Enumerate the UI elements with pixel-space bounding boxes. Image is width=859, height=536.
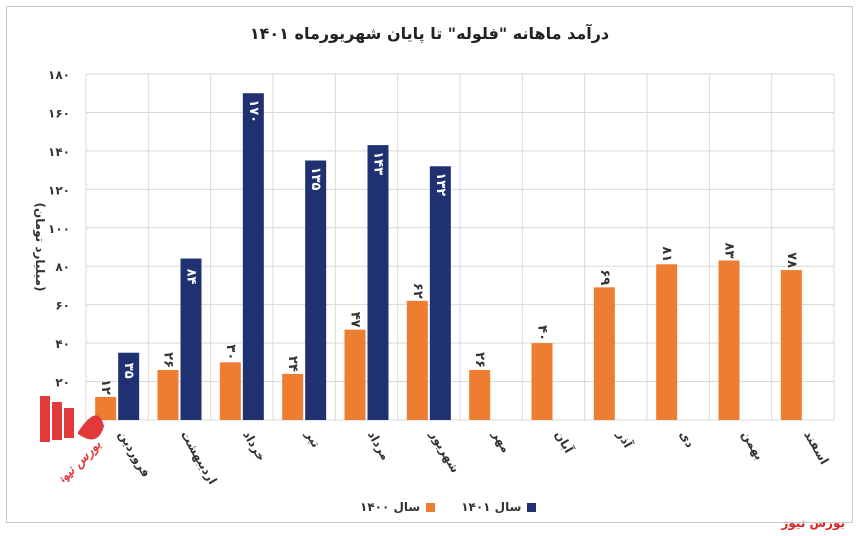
x-tick-label: اسفند bbox=[801, 428, 831, 467]
x-tick-label: فروردین bbox=[115, 428, 154, 480]
y-tick-label: ۱۴۰ bbox=[48, 145, 70, 159]
x-tick-label: مرداد bbox=[365, 428, 393, 462]
data-label: ۳۰ bbox=[223, 344, 238, 360]
bar-1401-0 bbox=[118, 352, 140, 420]
bar-1401-5 bbox=[429, 166, 451, 420]
legend-label-1400: سال ۱۴۰۰ bbox=[360, 500, 421, 514]
data-label: ۲۶ bbox=[472, 352, 487, 368]
bar-1400-3 bbox=[282, 373, 304, 420]
bar-1401-3 bbox=[305, 160, 327, 420]
y-tick-label: ۱۲۰ bbox=[48, 183, 70, 197]
legend-swatch-1401 bbox=[527, 502, 537, 512]
data-label: ۳۵ bbox=[121, 363, 136, 379]
x-tick-label: شهریور bbox=[426, 427, 463, 475]
source-credit: بورس نیوز bbox=[781, 516, 845, 530]
bar-1400-8 bbox=[593, 287, 615, 420]
data-label: ۱۲ bbox=[98, 379, 113, 395]
bar-1400-10 bbox=[718, 260, 740, 420]
data-label: ۲۴ bbox=[285, 356, 300, 372]
y-tick-label: ۱۸۰ bbox=[48, 68, 70, 82]
y-tick-label: ۸۰ bbox=[55, 260, 70, 274]
x-tick-label: آذر bbox=[614, 427, 637, 451]
chart-frame bbox=[6, 6, 853, 523]
bar-1400-4 bbox=[344, 329, 366, 420]
bar-1400-9 bbox=[656, 264, 678, 420]
bar-1401-4 bbox=[367, 145, 389, 420]
data-label: ۶۲ bbox=[410, 283, 425, 299]
y-axis-label: (میلیارد تومان) bbox=[32, 202, 47, 291]
data-label: ۱۴۳ bbox=[371, 151, 386, 175]
bar-1400-2 bbox=[219, 362, 241, 420]
x-tick-label: بهمن bbox=[739, 428, 767, 462]
bar-1401-1 bbox=[180, 258, 202, 420]
legend-label-1401: سال ۱۴۰۱ bbox=[461, 500, 522, 514]
data-label: ۸۴ bbox=[184, 269, 199, 285]
bar-1400-0 bbox=[95, 396, 117, 420]
data-label: ۱۳۲ bbox=[433, 172, 448, 196]
data-label: ۴۷ bbox=[348, 312, 363, 328]
legend-item-1400: سال ۱۴۰۰ bbox=[360, 500, 436, 514]
data-label: ۴۰ bbox=[535, 325, 550, 341]
x-tick-label: آبان bbox=[552, 428, 577, 457]
x-tick-label: خرداد bbox=[240, 428, 268, 463]
y-tick-label: ۲۰ bbox=[55, 376, 70, 390]
x-tick-label: تیر bbox=[302, 427, 323, 449]
data-label: ۱۳۵ bbox=[308, 167, 323, 191]
bar-1400-11 bbox=[780, 270, 802, 420]
bar-1400-6 bbox=[469, 370, 491, 420]
data-label: ۸۱ bbox=[659, 246, 674, 262]
legend-swatch-1400 bbox=[426, 502, 436, 512]
chart-title: درآمد ماهانه "فلوله" تا پایان شهریورماه … bbox=[249, 24, 610, 43]
bar-1400-5 bbox=[406, 300, 428, 420]
logo-watermark: بورس نیوز bbox=[38, 392, 108, 490]
data-label: ۲۶ bbox=[161, 352, 176, 368]
data-label: ۱۷۰ bbox=[246, 99, 261, 123]
data-label: ۶۹ bbox=[597, 269, 612, 285]
y-tick-label: ۱۰۰ bbox=[48, 222, 70, 236]
data-label: ۸۳ bbox=[722, 243, 737, 259]
y-tick-label: ۶۰ bbox=[55, 299, 70, 313]
y-tick-label: ۱۶۰ bbox=[48, 106, 70, 120]
legend-item-1401: سال ۱۴۰۱ bbox=[461, 500, 537, 514]
x-tick-label: مهر bbox=[489, 427, 513, 455]
x-tick-label: اردیبهشت bbox=[178, 428, 220, 486]
bar-1400-1 bbox=[157, 370, 179, 420]
bar-1401-2 bbox=[242, 93, 264, 420]
y-tick-label: ۴۰ bbox=[55, 337, 70, 351]
data-label: ۷۸ bbox=[784, 252, 799, 268]
bar-1400-7 bbox=[531, 343, 553, 420]
x-tick-label: دی bbox=[677, 428, 698, 450]
legend: سال ۱۴۰۱ سال ۱۴۰۰ bbox=[360, 500, 537, 514]
